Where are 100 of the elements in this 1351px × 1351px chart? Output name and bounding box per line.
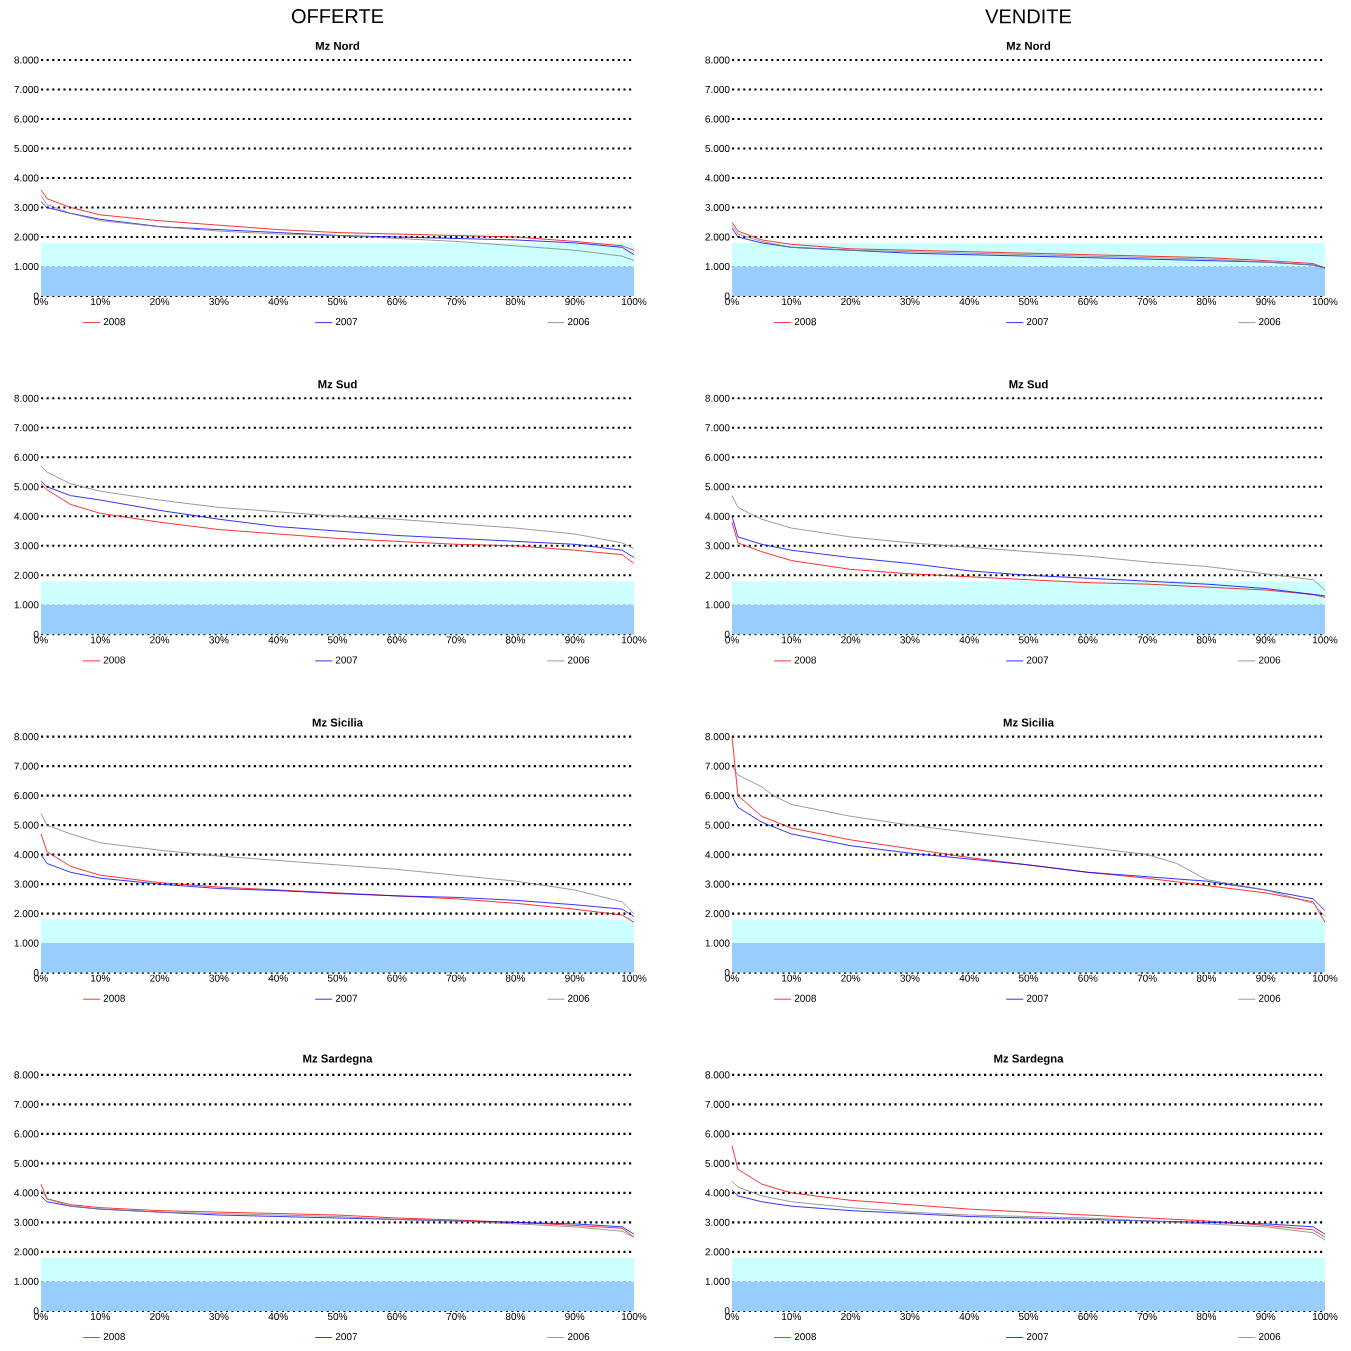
x-tick-label: 0% <box>34 298 48 306</box>
y-tick-label: 1.000 <box>14 1277 39 1285</box>
y-tick-label: 2.000 <box>705 233 730 241</box>
y-tick-label: 3.000 <box>14 203 39 212</box>
legend-label: 2006 <box>1258 994 1281 1002</box>
y-tick-label: 1.000 <box>14 262 39 271</box>
legend-label: 2007 <box>335 1333 358 1341</box>
x-tick-label: 50% <box>327 1312 348 1321</box>
x-tick-label: 60% <box>1078 974 1098 982</box>
y-tick-label: 8.000 <box>14 1071 39 1079</box>
y-tick-label: 1.000 <box>705 1277 730 1285</box>
y-tick-label: 7.000 <box>705 85 730 94</box>
x-tick-label: 50% <box>327 298 348 306</box>
y-tick-label: 2.000 <box>705 1248 730 1256</box>
y-tick-label: 1.000 <box>14 601 39 609</box>
y-tick-label: 6.000 <box>14 1130 39 1138</box>
y-tick-label: 4.000 <box>14 1189 39 1197</box>
x-tick-label: 90% <box>1256 1312 1276 1321</box>
x-tick-label: 20% <box>150 974 170 982</box>
y-tick-label: 5.000 <box>14 821 39 829</box>
x-tick-label: 20% <box>841 636 861 644</box>
line-series <box>731 765 1326 917</box>
y-tick-label: 7.000 <box>705 762 730 770</box>
y-tick-label: 2.000 <box>705 910 730 918</box>
y-tick-label: 2.000 <box>705 571 730 579</box>
x-tick-label: 90% <box>565 974 585 982</box>
x-tick-label: 40% <box>959 974 979 982</box>
x-tick-label: 90% <box>565 298 585 306</box>
y-tick-label: 8.000 <box>705 1071 730 1079</box>
y-tick-label: 0 <box>724 292 730 300</box>
x-tick-label: 70% <box>446 298 466 306</box>
x-tick-label: 30% <box>209 298 229 306</box>
y-tick-label: 5.000 <box>705 483 730 491</box>
legend-label: 2007 <box>1026 994 1049 1002</box>
x-tick-label: 10% <box>91 298 110 306</box>
x-tick-label: 90% <box>1256 636 1276 644</box>
x-tick-label: 80% <box>1196 298 1217 306</box>
y-tick-label: 1.000 <box>14 939 39 947</box>
x-tick-label: 30% <box>900 298 920 306</box>
x-tick-label: 20% <box>841 974 861 982</box>
x-tick-label: 20% <box>150 1312 170 1321</box>
y-tick-label: 1.000 <box>705 262 730 271</box>
x-tick-label: 100% <box>621 636 647 644</box>
y-tick-label: 7.000 <box>705 424 730 432</box>
legend-label: 2007 <box>335 994 358 1002</box>
x-tick-label: 60% <box>387 298 407 306</box>
y-tick-label: 3.000 <box>14 542 39 550</box>
legend-label: 2007 <box>1026 656 1049 664</box>
y-tick-label: 8.000 <box>705 394 730 402</box>
y-tick-label: 2.000 <box>14 233 39 241</box>
x-tick-label: 10% <box>91 1312 110 1321</box>
y-tick-label: 5.000 <box>14 483 39 491</box>
y-tick-label: 0 <box>724 1307 730 1315</box>
x-tick-label: 80% <box>505 298 526 306</box>
x-tick-label: 70% <box>446 1312 466 1321</box>
x-tick-label: 60% <box>387 636 407 644</box>
y-tick-label: 0 <box>33 1307 39 1315</box>
y-tick-label: 4.000 <box>705 174 730 182</box>
y-tick-label: 8.000 <box>14 733 39 741</box>
y-tick-label: 6.000 <box>14 792 39 800</box>
chart-title: VENDITE <box>985 9 1071 24</box>
legend-label: 2008 <box>103 994 125 1002</box>
x-tick-label: 70% <box>446 974 466 982</box>
x-tick-label: 60% <box>1078 1312 1098 1321</box>
x-tick-label: 50% <box>1018 1312 1039 1321</box>
y-tick-label: 3.000 <box>14 1218 39 1226</box>
chart-title: Mz Sud <box>318 379 357 389</box>
legend-label: 2006 <box>567 656 590 664</box>
x-tick-label: 20% <box>150 636 170 644</box>
y-tick-label: 5.000 <box>705 821 730 829</box>
x-tick-label: 10% <box>782 636 801 644</box>
y-tick-label: 3.000 <box>705 1218 730 1226</box>
x-tick-label: 40% <box>959 636 979 644</box>
y-tick-label: 1.000 <box>705 601 730 609</box>
y-tick-label: 7.000 <box>14 85 39 94</box>
x-tick-label: 50% <box>1018 298 1039 306</box>
y-tick-label: 4.000 <box>705 512 730 520</box>
legend-label: 2008 <box>103 318 125 326</box>
x-tick-label: 40% <box>268 974 288 982</box>
legend-label: 2006 <box>567 994 590 1002</box>
legend-label: 2008 <box>794 318 817 326</box>
x-tick-label: 30% <box>209 1312 229 1321</box>
x-tick-label: 60% <box>1078 298 1098 306</box>
x-tick-label: 50% <box>327 636 348 644</box>
x-tick-label: 90% <box>1256 974 1276 982</box>
x-tick-label: 30% <box>209 974 229 982</box>
y-tick-label: 6.000 <box>14 115 39 123</box>
y-tick-label: 6.000 <box>705 453 730 461</box>
y-tick-label: 7.000 <box>14 424 39 432</box>
x-tick-label: 30% <box>900 1312 920 1321</box>
y-tick-label: 6.000 <box>14 453 39 461</box>
y-tick-label: 4.000 <box>705 851 730 859</box>
x-tick-label: 70% <box>1137 974 1157 982</box>
y-tick-label: 8.000 <box>705 733 730 741</box>
y-tick-label: 1.000 <box>705 939 730 947</box>
x-tick-label: 100% <box>1312 636 1338 644</box>
x-tick-label: 30% <box>900 974 920 982</box>
y-tick-label: 6.000 <box>705 115 730 123</box>
y-tick-label: 2.000 <box>14 910 39 918</box>
x-tick-label: 80% <box>505 974 526 982</box>
